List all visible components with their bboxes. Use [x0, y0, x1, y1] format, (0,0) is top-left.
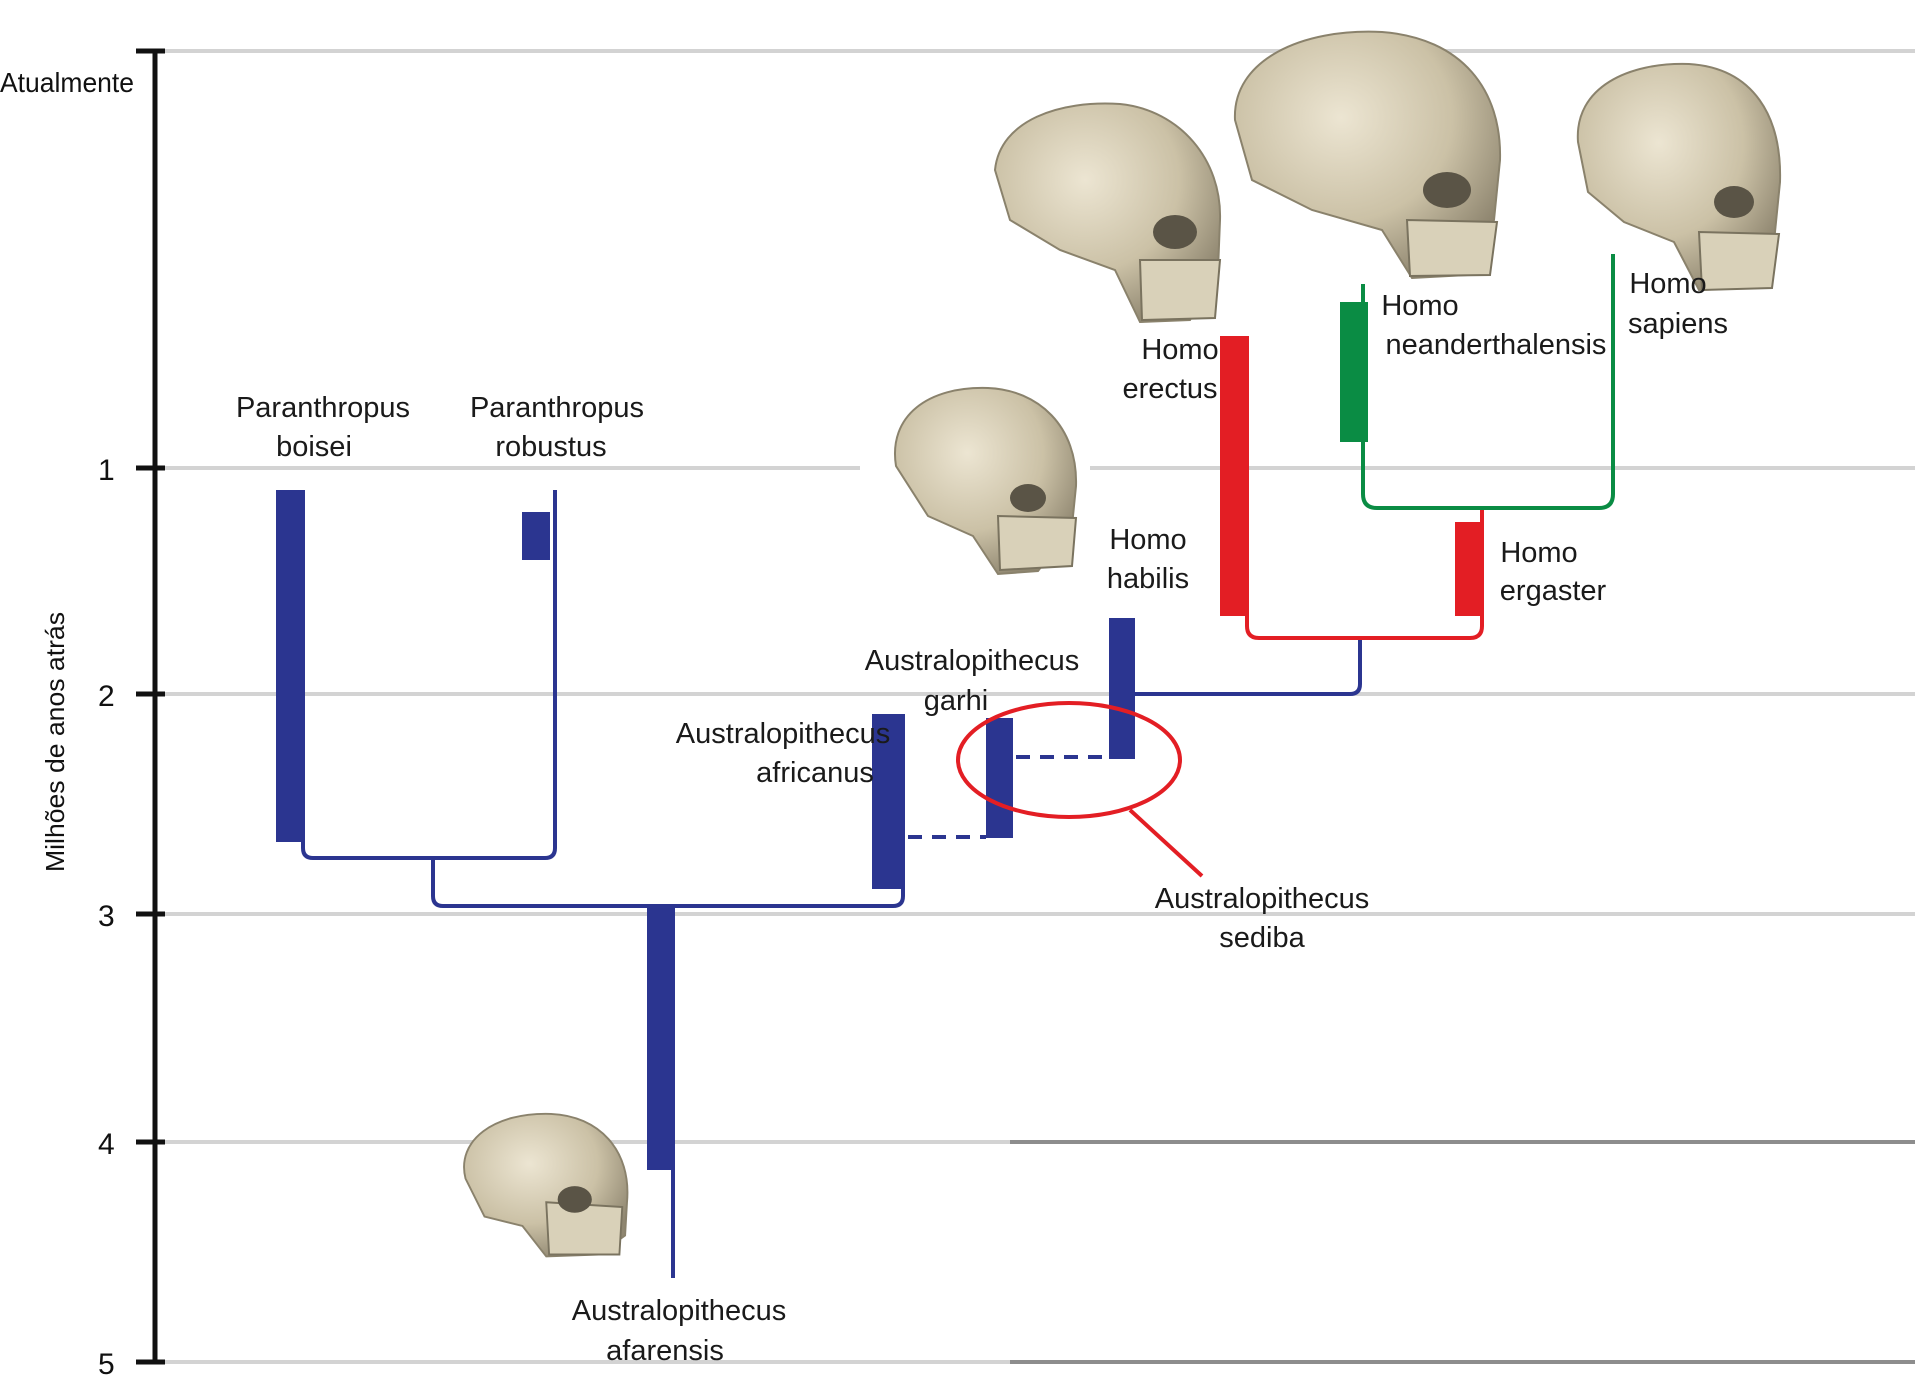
axis-title: Milhões de anos atrás — [40, 612, 70, 872]
label-h-habilis-2: habilis — [1107, 563, 1189, 595]
sediba-ellipse — [956, 701, 1182, 819]
label-a-afarensis-1: Australopithecus — [572, 1295, 786, 1327]
tick-label-5: 5 — [98, 1348, 115, 1379]
label-p-robustus-2: robustus — [495, 431, 606, 463]
bar-p-robustus — [522, 512, 550, 560]
time-axis — [136, 48, 165, 1365]
label-p-boisei-1: Paranthropus — [236, 392, 410, 424]
skull-erectus-icon — [993, 102, 1222, 324]
branch-paranthropus — [301, 490, 557, 860]
tick-label-4: 4 — [98, 1128, 115, 1161]
label-a-garhi-2: garhi — [924, 685, 989, 717]
tick-label-1: 1 — [98, 454, 115, 487]
label-a-afarensis-2: afarensis — [606, 1335, 724, 1367]
bar-a-garhi — [986, 718, 1011, 838]
tick-label-3: 3 — [98, 900, 115, 933]
label-h-sapiens-1: Homo — [1629, 268, 1706, 300]
skull-sapiens-icon — [1576, 62, 1782, 292]
gridlines-dark — [1010, 1140, 1915, 1364]
axis-top-label: Atualmente — [0, 67, 134, 98]
skull-neanderthal-icon — [1233, 30, 1502, 280]
label-h-ergaster-2: ergaster — [1500, 575, 1607, 607]
label-p-boisei-2: boisei — [276, 431, 352, 463]
australopith-bars — [276, 490, 1135, 1170]
label-h-habilis-1: Homo — [1109, 524, 1186, 556]
label-a-garhi-1: Australopithecus — [865, 645, 1079, 677]
label-h-neanderthalensis-2: neanderthalensis — [1386, 329, 1607, 361]
label-a-africanus-2: africanus — [756, 757, 874, 789]
label-h-erectus-1: Homo — [1141, 334, 1218, 366]
label-a-africanus-1: Australopithecus — [676, 718, 890, 750]
bar-h-habilis — [1109, 618, 1135, 759]
bar-p-boisei — [276, 490, 305, 842]
sediba-callout — [956, 701, 1204, 878]
erectus-lineage — [1220, 336, 1484, 640]
branch-neanderthal-sapiens — [1361, 254, 1615, 510]
skull-habilis-icon — [893, 386, 1078, 576]
branch-erectus-ergaster — [1245, 508, 1484, 640]
bar-h-neanderthalensis — [1340, 302, 1368, 442]
label-p-robustus-1: Paranthropus — [470, 392, 644, 424]
label-h-erectus-2: erectus — [1122, 373, 1217, 405]
bar-h-erectus — [1220, 336, 1249, 616]
skull-afarensis-icon — [463, 1112, 629, 1258]
branch-homo-stem — [1133, 636, 1362, 696]
species-labels: Paranthropus boisei Paranthropus robustu… — [236, 268, 1728, 1367]
label-h-ergaster-1: Homo — [1500, 537, 1577, 569]
sapiens-lineage — [1340, 254, 1615, 510]
bar-h-ergaster — [1455, 522, 1484, 616]
label-h-sapiens-2: sapiens — [1628, 308, 1728, 340]
label-h-neanderthalensis-1: Homo — [1381, 290, 1458, 322]
bar-a-afarensis — [647, 906, 675, 1170]
label-a-sediba-2: sediba — [1219, 922, 1305, 954]
sediba-pointer — [1128, 808, 1204, 878]
bar-a-africanus — [872, 714, 901, 889]
label-a-sediba-1: Australopithecus — [1155, 883, 1369, 915]
tick-label-2: 2 — [98, 680, 115, 713]
dashed-links — [908, 755, 1108, 839]
